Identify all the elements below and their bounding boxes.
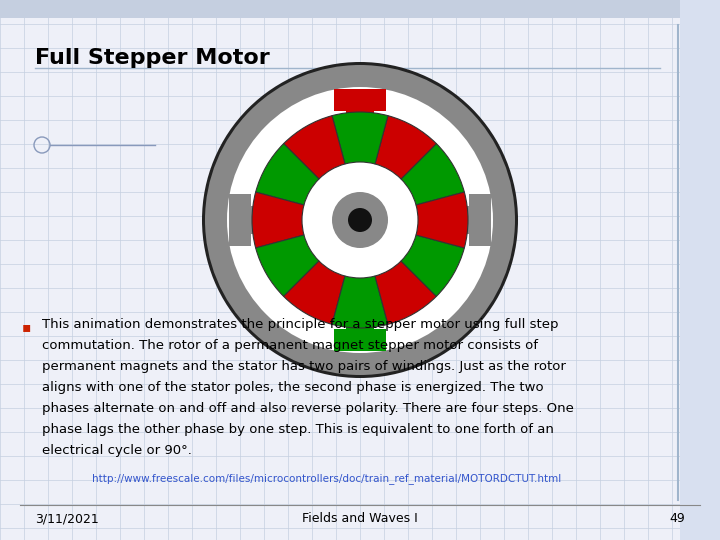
Wedge shape — [332, 276, 388, 328]
Circle shape — [202, 62, 518, 378]
Text: permanent magnets and the stator has two pairs of windings. Just as the rotor: permanent magnets and the stator has two… — [42, 360, 566, 373]
Wedge shape — [332, 112, 388, 164]
Wedge shape — [284, 116, 345, 179]
Text: 3/11/2021: 3/11/2021 — [35, 512, 99, 525]
Text: http://www.freescale.com/files/microcontrollers/doc/train_ref_material/MOTORDCTU: http://www.freescale.com/files/microcont… — [92, 473, 562, 484]
Wedge shape — [375, 261, 436, 325]
Circle shape — [227, 87, 493, 353]
Wedge shape — [256, 144, 319, 205]
Wedge shape — [256, 235, 319, 296]
Bar — [469, 194, 491, 246]
Text: phases alternate on and off and also reverse polarity. There are four steps. One: phases alternate on and off and also rev… — [42, 402, 574, 415]
Text: aligns with one of the stator poles, the second phase is energized. The two: aligns with one of the stator poles, the… — [42, 381, 544, 394]
Bar — [334, 329, 386, 351]
Bar — [439, 206, 469, 234]
Text: ▪: ▪ — [22, 320, 32, 334]
Wedge shape — [375, 116, 436, 179]
Text: Fields and Waves I: Fields and Waves I — [302, 512, 418, 525]
Wedge shape — [284, 261, 345, 325]
Text: electrical cycle or 90°.: electrical cycle or 90°. — [42, 444, 192, 457]
Bar — [251, 206, 281, 234]
Circle shape — [348, 208, 372, 232]
Bar — [346, 111, 374, 141]
Text: This animation demonstrates the principle for a stepper motor using full step: This animation demonstrates the principl… — [42, 318, 559, 331]
Text: phase lags the other phase by one step. This is equivalent to one forth of an: phase lags the other phase by one step. … — [42, 423, 554, 436]
Wedge shape — [401, 235, 464, 296]
Text: Full Stepper Motor: Full Stepper Motor — [35, 48, 270, 68]
Bar — [680, 0, 720, 540]
Text: commutation. The rotor of a permanent magnet stepper motor consists of: commutation. The rotor of a permanent ma… — [42, 339, 538, 352]
Wedge shape — [401, 144, 464, 205]
Bar — [346, 299, 374, 329]
Circle shape — [332, 192, 388, 248]
Wedge shape — [252, 192, 304, 248]
Bar — [334, 89, 386, 111]
Bar — [229, 194, 251, 246]
Circle shape — [205, 65, 515, 375]
Text: 49: 49 — [670, 512, 685, 525]
Bar — [0, 0, 720, 18]
Wedge shape — [416, 192, 468, 248]
